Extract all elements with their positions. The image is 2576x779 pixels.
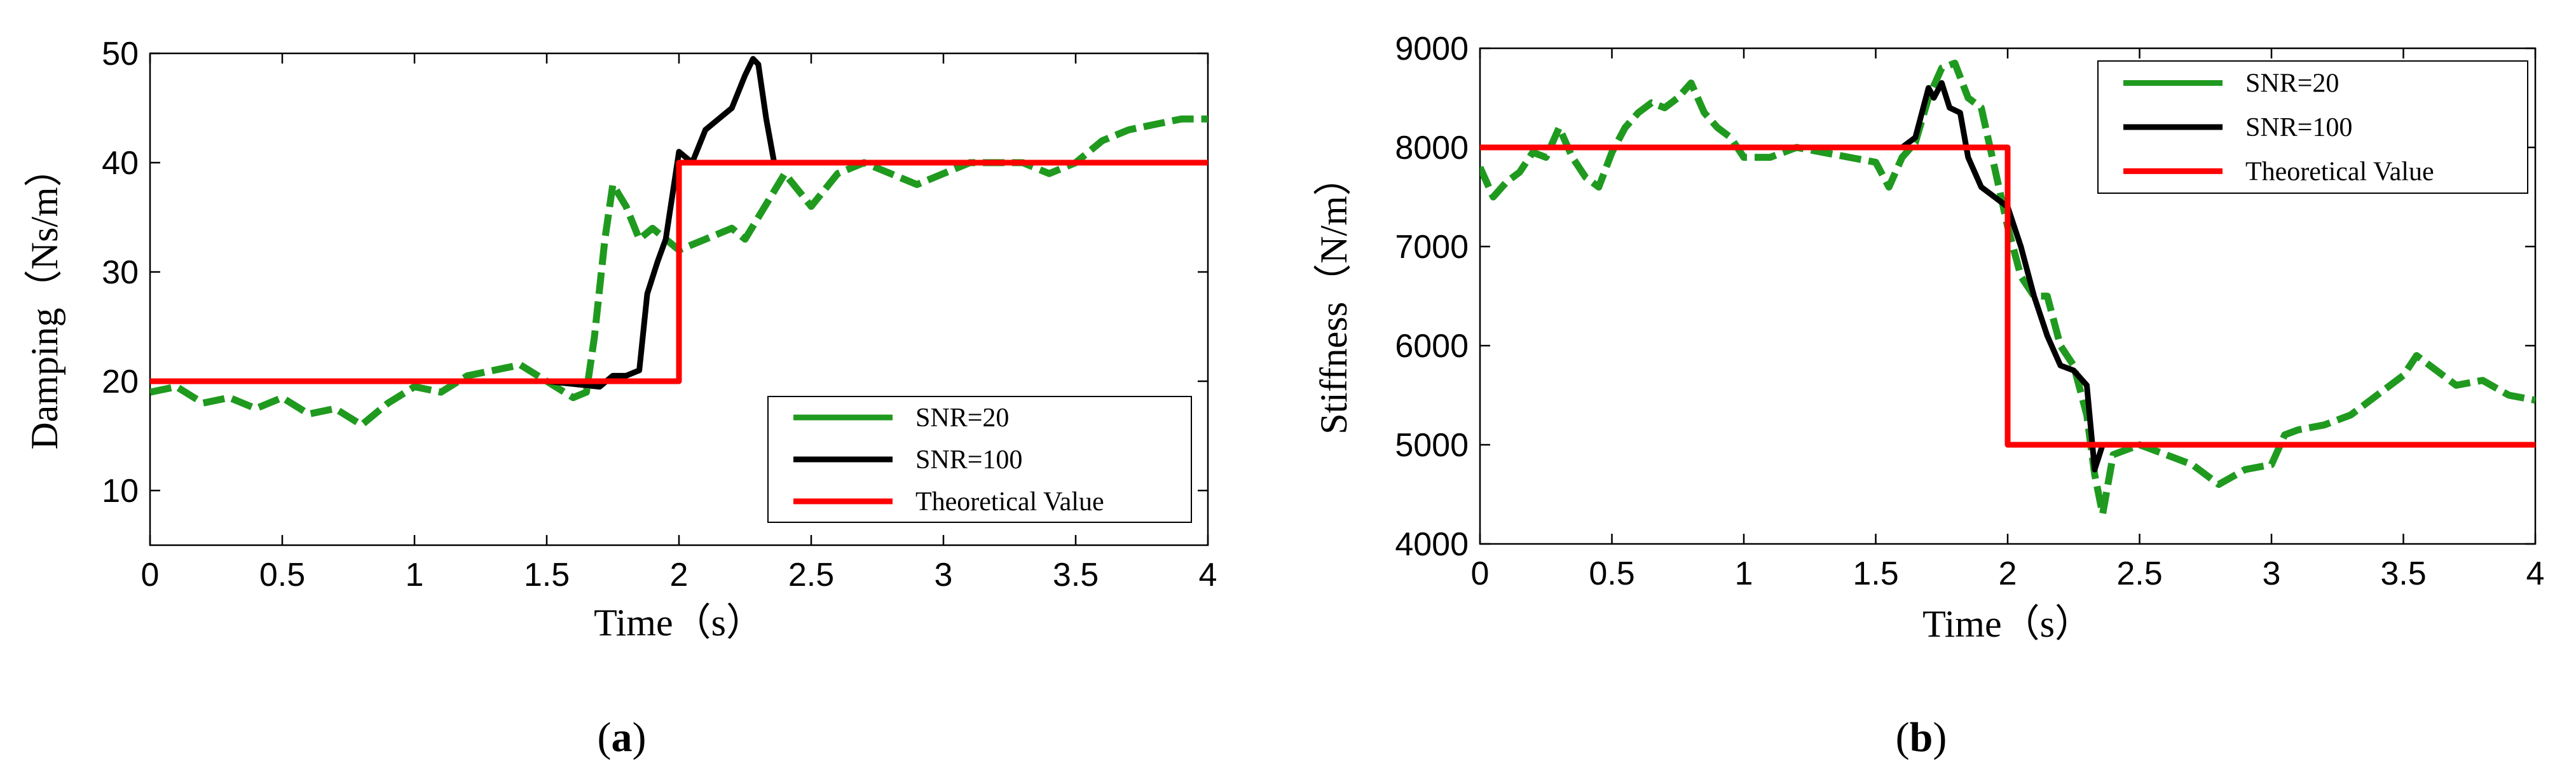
series-theoretical-value [150,159,1208,384]
series-theoretical-value [1480,144,2535,448]
panel-label: (b) [1896,714,1947,761]
y-tick-label: 20 [102,363,139,400]
y-tick-label: 7000 [1395,229,1469,266]
x-tick-label: 4 [2526,555,2545,592]
legend-label: SNR=100 [915,445,1022,475]
x-tick-label: 4 [1199,557,1217,593]
series-snr-20 [150,115,1208,429]
y-tick-label: 9000 [1395,30,1469,67]
x-axis-label: Time（s） [594,602,764,644]
legend-label: Theoretical Value [2245,157,2434,186]
legend-label: SNR=20 [2245,69,2339,98]
x-axis-label: Time（s） [1922,603,2093,645]
chart-a: 0 0.5 1 1.5 2 2.5 3 3.5 4 10 20 30 40 50 Time（s） Dampin… [24,36,1217,761]
x-tick-label: 3.5 [1053,557,1099,593]
x-tick-label: 0.5 [259,557,305,593]
x-tick-label: 0 [141,557,160,593]
y-tick-label: 10 [102,473,139,510]
x-tick-label: 2 [670,557,689,593]
x-tick-label: 1 [406,557,424,593]
y-axis-label: Stiffness（N/m） [1313,158,1355,435]
y-axis-label: Damping（Ns/m） [24,149,65,449]
series-snr-20 [1480,59,2535,518]
x-tick-label: 0.5 [1589,555,1634,592]
x-tick-label: 0 [1471,555,1490,592]
y-tick-label: 6000 [1395,328,1469,365]
legend-label: SNR=100 [2245,113,2352,142]
y-tick-label: 4000 [1395,526,1469,563]
y-tick-label: 5000 [1395,427,1469,464]
x-tick-label: 2 [1999,555,2017,592]
legend-label: Theoretical Value [915,487,1104,517]
x-tick-label: 2.5 [788,557,834,593]
legend-label: SNR=20 [915,403,1009,433]
x-tick-label: 1.5 [524,557,570,593]
x-tick-label: 3 [935,557,953,593]
y-tick-label: 8000 [1395,130,1469,166]
chart-b: 0 0.5 1 1.5 2 2.5 3 3.5 4 4000 5000 6000 7000 8000 900… [1313,30,2544,761]
y-tick-label: 30 [102,254,139,291]
x-tick-label: 1 [1735,555,1753,592]
panel-label: (a) [598,714,647,761]
x-tick-label: 1.5 [1853,555,1898,592]
x-tick-label: 3.5 [2380,555,2426,592]
y-tick-label: 50 [102,36,139,72]
x-tick-label: 3 [2263,555,2281,592]
y-tick-label: 40 [102,145,139,182]
x-tick-label: 2.5 [2116,555,2162,592]
